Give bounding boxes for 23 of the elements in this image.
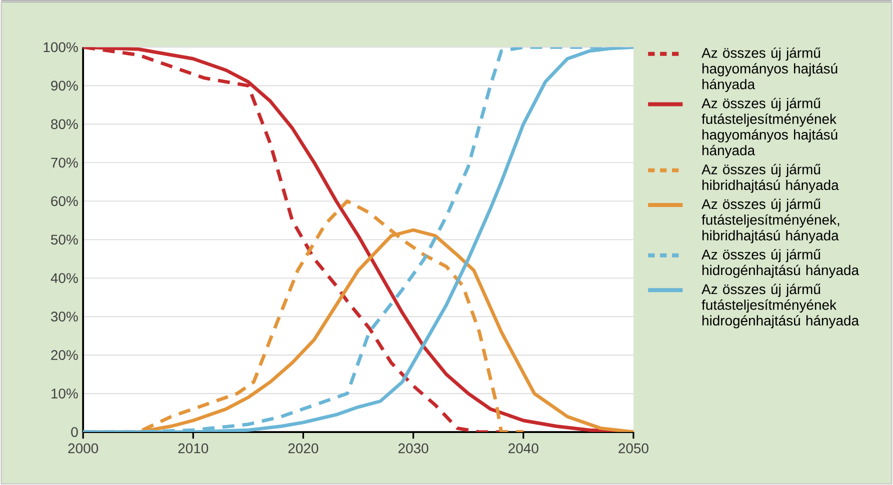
x-tick-label: 2010 xyxy=(178,444,208,454)
x-tick-label: 2050 xyxy=(618,444,648,454)
y-tick-label: 10% xyxy=(52,388,78,399)
legend-label: Az összes új jármű hagyományos hajtású hányada xyxy=(702,48,838,92)
x-tick-label: 2000 xyxy=(68,444,98,454)
legend-label: Az összes új jármű hidrogénhajtású hányada xyxy=(702,249,860,278)
y-tick-label: 60% xyxy=(51,196,78,206)
y-tick-label: 50% xyxy=(51,234,78,245)
legend-label: Az összes új jármű futásteljesítményének hagyományos hajtású hányada xyxy=(702,98,838,158)
legend-label: Az összes új jármű hibridhajtású hányada xyxy=(702,164,839,194)
y-tick-label: 0 xyxy=(71,427,78,438)
y-tick-label: 100% xyxy=(44,42,78,52)
y-tick-label: 40% xyxy=(50,273,78,284)
x-tick-label: 2020 xyxy=(288,444,318,454)
y-tick-label: 20% xyxy=(51,350,78,360)
legend-label: Az összes új jármű futásteljesítményének hidrogénhajtású hányada xyxy=(702,284,860,329)
y-tick-label: 30% xyxy=(50,312,78,322)
y-tick-label: 90% xyxy=(51,80,78,91)
y-tick-label: 70% xyxy=(51,158,78,168)
legend-label: Az összes új jármű futásteljesítményének, hibridhajtású hányada xyxy=(702,198,840,244)
x-tick-label: 2040 xyxy=(508,444,538,454)
y-tick-label: 80% xyxy=(51,119,78,130)
x-tick-label: 2030 xyxy=(398,444,428,454)
